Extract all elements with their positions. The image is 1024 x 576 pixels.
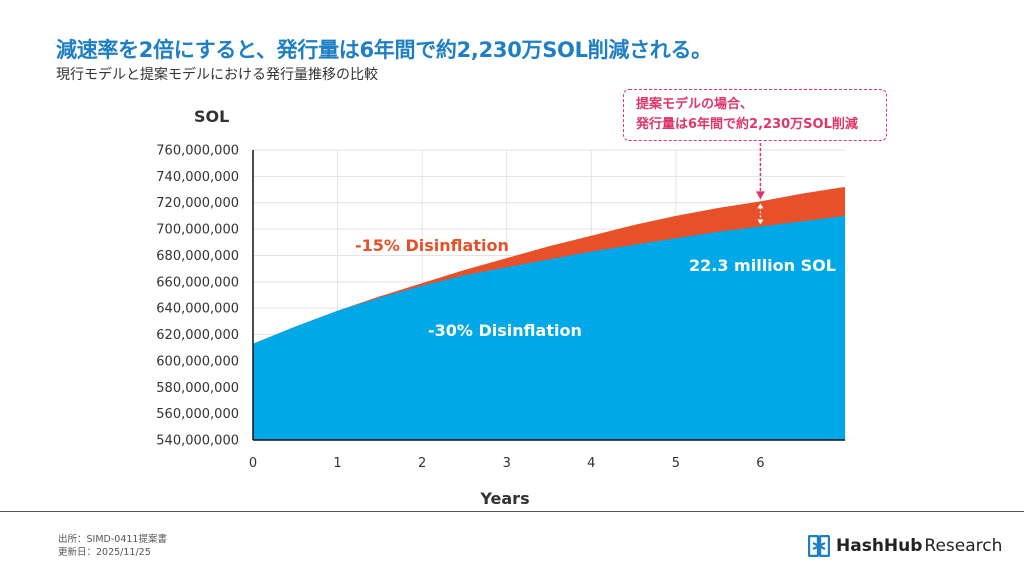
y-tick-label: 580,000,000: [156, 381, 239, 396]
callout-line-2: 発行量は6年間で約2,230万SOL削減: [636, 117, 858, 132]
y-tick-label: 760,000,000: [156, 144, 239, 159]
brand-logo: HashHub Research: [808, 535, 1002, 557]
difference-label: 22.3 million SOL: [689, 256, 836, 275]
callout-pointer-arrow-icon: [755, 191, 765, 200]
x-tick-label: 4: [587, 456, 595, 471]
x-axis-title: Years: [479, 489, 529, 508]
emission-chart: 540,000,000 560,000,000 580,000,000 600,000…: [156, 107, 845, 508]
callout-line-1: 提案モデルの場合、: [636, 97, 754, 112]
y-tick-label: 680,000,000: [156, 249, 239, 264]
y-tick-label: 600,000,000: [156, 354, 239, 369]
source-note: 出所：SIMD-0411提案書 更新日：2025/11/25: [58, 533, 167, 559]
y-tick-label: 620,000,000: [156, 328, 239, 343]
y-tick-label: 540,000,000: [156, 434, 239, 449]
difference-arrow-down-icon: [757, 219, 764, 225]
y-axis-title: SOL: [194, 107, 229, 126]
chart-labels: -15% Disinflation -30% Disinflation 22.3 m…: [355, 143, 836, 340]
x-tick-label: 5: [672, 456, 680, 471]
footer-divider: [0, 511, 1024, 512]
axes: 540,000,000 560,000,000 580,000,000 600,000…: [156, 107, 845, 508]
hashhub-logo-icon: [808, 535, 830, 557]
area-series-minus-30: [253, 215, 845, 440]
y-tick-label: 560,000,000: [156, 407, 239, 422]
y-tick-label: 640,000,000: [156, 302, 239, 317]
y-tick-label: 700,000,000: [156, 223, 239, 238]
series-label-minus-30: -30% Disinflation: [428, 321, 582, 340]
x-tick-label: 2: [418, 456, 426, 471]
reduction-callout: 提案モデルの場合、 発行量は6年間で約2,230万SOL削減: [623, 89, 887, 141]
x-tick-label: 3: [503, 456, 511, 471]
y-tick-label: 720,000,000: [156, 196, 239, 211]
page-title: 減速率を2倍にすると、発行量は6年間で約2,230万SOL削減される。: [56, 38, 712, 62]
brand-suffix: Research: [924, 536, 1003, 556]
difference-arrow-up-icon: [757, 203, 764, 209]
y-tick-label: 660,000,000: [156, 275, 239, 290]
page-subtitle: 現行モデルと提案モデルにおける発行量推移の比較: [56, 67, 378, 83]
series-label-minus-15: -15% Disinflation: [355, 236, 509, 255]
source-text: 出所：SIMD-0411提案書: [58, 534, 167, 545]
y-tick-label: 740,000,000: [156, 170, 239, 185]
area-series: [253, 186, 845, 440]
updated-date: 更新日：2025/11/25: [58, 547, 151, 558]
x-tick-label: 0: [249, 456, 257, 471]
x-tick-label: 1: [333, 456, 341, 471]
x-tick-label: 6: [756, 456, 764, 471]
brand-name: HashHub: [836, 536, 923, 556]
